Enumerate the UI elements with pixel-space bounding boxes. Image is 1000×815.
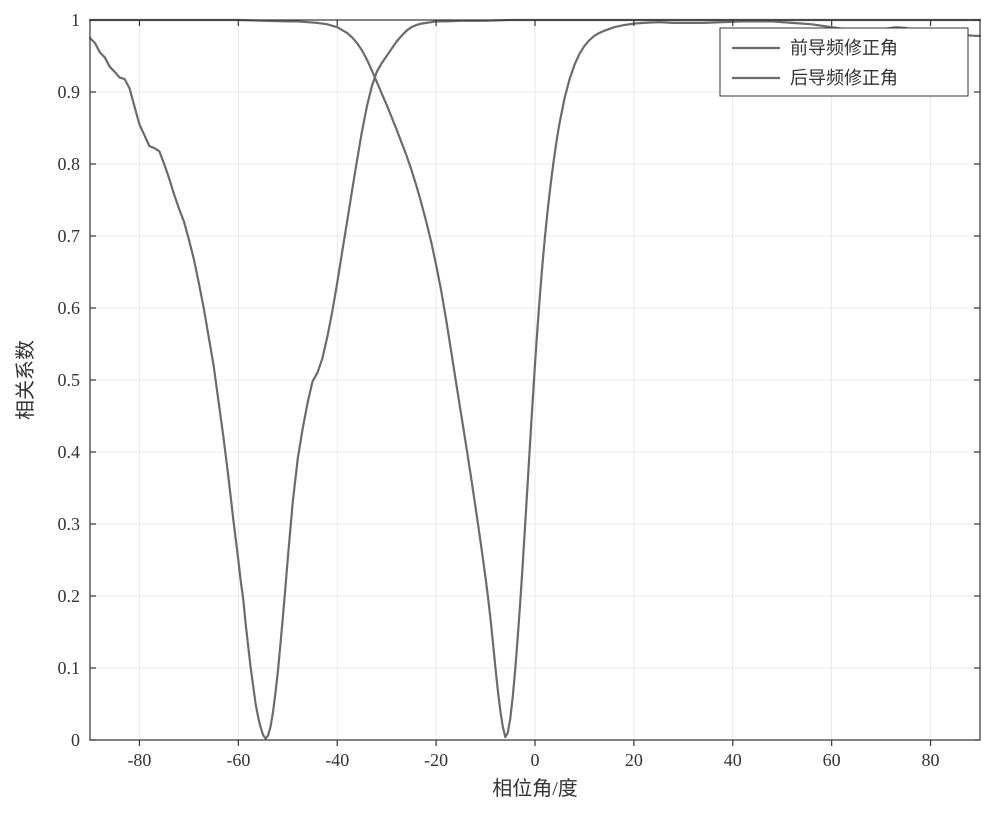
line-chart: -80 -60 -40 -20 0 20 40 60 80 0 0.1 0.2 0.3 0.4 0.5 0.6… xyxy=(0,0,1000,815)
y-tick-label: 0.6 xyxy=(58,298,81,318)
x-tick-label: -60 xyxy=(226,750,250,770)
y-tick-label: 0.3 xyxy=(58,514,81,534)
x-tick-label: 40 xyxy=(724,750,742,770)
x-tick-label: 20 xyxy=(625,750,643,770)
legend-label: 后导频修正角 xyxy=(790,68,898,88)
y-tick-label: 0.2 xyxy=(58,586,81,606)
y-tick-label: 0.8 xyxy=(58,154,81,174)
y-tick-label: 0 xyxy=(71,730,80,750)
y-tick-label: 0.9 xyxy=(58,82,81,102)
x-tick-label: 60 xyxy=(823,750,841,770)
x-axis-label: 相位角/度 xyxy=(492,777,578,800)
x-tick-label: -80 xyxy=(127,750,151,770)
y-tick-label: 0.5 xyxy=(58,370,81,390)
x-tick-label: -40 xyxy=(325,750,349,770)
y-tick-label: 0.7 xyxy=(58,226,81,246)
y-axis-label: 相关系数 xyxy=(14,340,37,420)
x-tick-label: -20 xyxy=(424,750,448,770)
y-tick-label: 0.4 xyxy=(58,442,81,462)
y-tick-label: 1 xyxy=(71,10,80,30)
y-tick-label: 0.1 xyxy=(58,658,81,678)
x-tick-label: 0 xyxy=(531,750,540,770)
x-tick-label: 80 xyxy=(922,750,940,770)
chart-container: -80 -60 -40 -20 0 20 40 60 80 0 0.1 0.2 0.3 0.4 0.5 0.6… xyxy=(0,0,1000,815)
legend-label: 前导频修正角 xyxy=(790,38,898,58)
